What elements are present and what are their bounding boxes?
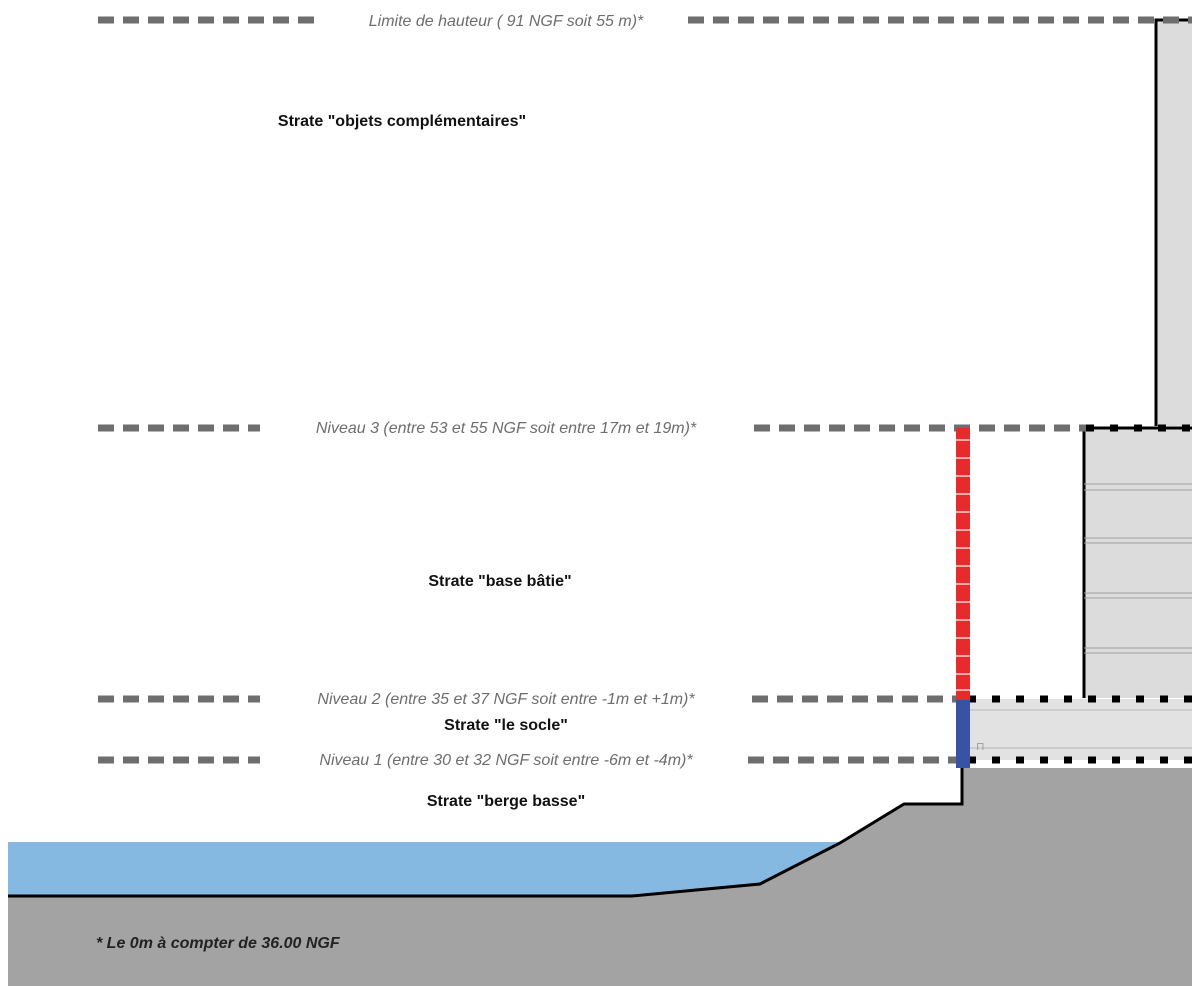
tower-outline: [1154, 18, 1192, 426]
tower-building: [1156, 20, 1192, 426]
strata-berge-label: Strate "berge basse": [427, 793, 585, 810]
bank-profile-line: [8, 768, 964, 898]
strata-objets-label: Strate "objets complémentaires": [278, 113, 526, 130]
river-water: [8, 842, 840, 896]
level1-label: Niveau 1 (entre 30 et 32 NGF soit entre …: [319, 752, 693, 769]
strata-socle-label: Strate "le socle": [444, 717, 568, 734]
base-building: [1084, 428, 1192, 698]
height-limit-label: Limite de hauteur ( 91 NGF soit 55 m)*: [369, 13, 644, 30]
base-height-bar-red: [956, 428, 970, 700]
base-floor-lines: [1084, 483, 1192, 654]
socle-height-bar-blue: [956, 700, 970, 768]
socle-small-mark: ⊓: [976, 741, 985, 753]
footnote: * Le 0m à compter de 36.00 NGF: [96, 935, 341, 952]
red-bar-ticks: [956, 439, 970, 691]
level3-label: Niveau 3 (entre 53 et 55 NGF soit entre …: [316, 420, 697, 437]
socle-slab: [968, 699, 1192, 760]
ground-mass: [8, 768, 1192, 986]
level2-label: Niveau 2 (entre 35 et 37 NGF soit entre …: [317, 691, 695, 708]
strata-base-label: Strate "base bâtie": [428, 573, 571, 590]
